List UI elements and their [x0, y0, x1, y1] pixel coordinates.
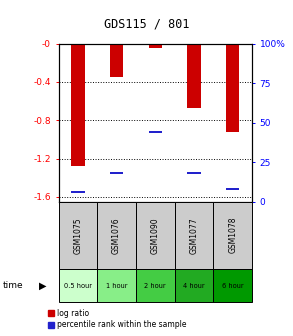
Bar — [110, 172, 123, 174]
Legend: log ratio, percentile rank within the sample: log ratio, percentile rank within the sa… — [48, 309, 186, 329]
Bar — [175, 269, 213, 302]
Text: 6 hour: 6 hour — [222, 283, 243, 289]
Bar — [226, 188, 239, 190]
Bar — [59, 202, 97, 269]
Text: GDS115 / 801: GDS115 / 801 — [104, 17, 189, 30]
Bar — [213, 202, 252, 269]
Text: 1 hour: 1 hour — [106, 283, 127, 289]
Text: GSM1075: GSM1075 — [74, 217, 82, 254]
Text: time: time — [3, 281, 23, 290]
Text: GSM1076: GSM1076 — [112, 217, 121, 254]
Bar — [213, 269, 252, 302]
Bar — [110, 44, 123, 77]
Text: 0.5 hour: 0.5 hour — [64, 283, 92, 289]
Bar — [187, 44, 201, 108]
Text: GSM1077: GSM1077 — [190, 217, 198, 254]
Bar — [71, 44, 85, 166]
Bar — [136, 269, 175, 302]
Bar — [71, 191, 85, 193]
Text: ▶: ▶ — [39, 281, 46, 291]
Text: 4 hour: 4 hour — [183, 283, 205, 289]
Text: GSM1078: GSM1078 — [228, 217, 237, 253]
Bar — [149, 131, 162, 133]
Text: GSM1090: GSM1090 — [151, 217, 160, 254]
Bar — [149, 44, 162, 48]
Bar — [226, 44, 239, 132]
Bar — [97, 269, 136, 302]
Bar — [175, 202, 213, 269]
Bar — [59, 269, 97, 302]
Bar — [187, 172, 201, 174]
Bar — [136, 202, 175, 269]
Bar — [97, 202, 136, 269]
Text: 2 hour: 2 hour — [144, 283, 166, 289]
